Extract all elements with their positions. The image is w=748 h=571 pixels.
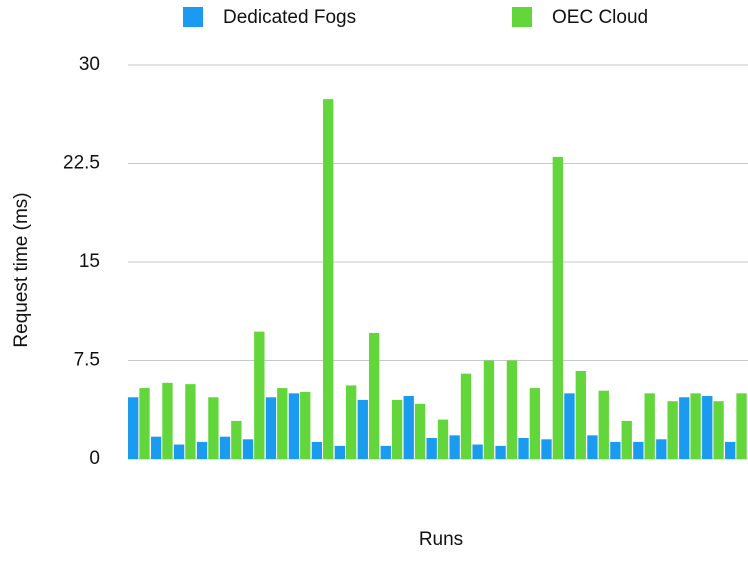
bar (185, 384, 196, 459)
y-tick-label: 0 (89, 448, 100, 469)
bar (621, 420, 632, 459)
bar (380, 445, 391, 459)
bar (196, 441, 208, 459)
bar (311, 441, 323, 459)
bar (552, 156, 563, 459)
bar (208, 397, 219, 459)
bar (391, 399, 403, 459)
bar (483, 360, 495, 459)
bar (403, 395, 414, 459)
bar (656, 439, 667, 459)
bar (667, 401, 678, 459)
bar (541, 439, 552, 459)
legend-swatch (512, 7, 532, 27)
bar (725, 441, 736, 459)
bar (598, 390, 609, 459)
y-tick-label: 7.5 (74, 350, 100, 371)
bar (460, 373, 472, 459)
bar (414, 403, 426, 459)
y-axis-label: Request time (ms) (11, 192, 32, 347)
y-tick-label: 30 (79, 54, 100, 75)
bar (334, 445, 345, 459)
bar (506, 360, 518, 459)
bar (323, 99, 334, 459)
bar (368, 332, 380, 459)
bar (277, 388, 288, 459)
bar (357, 399, 368, 459)
bar (449, 435, 460, 459)
bar (242, 439, 254, 459)
legend-label: Dedicated Fogs (223, 7, 356, 28)
bar (495, 445, 506, 459)
bar (139, 388, 150, 459)
x-axis-label: Runs (419, 529, 463, 550)
bar (713, 401, 724, 459)
bar (300, 392, 311, 459)
y-tick-label: 22.5 (63, 153, 100, 174)
bar (575, 371, 586, 459)
bar (128, 397, 139, 459)
y-tick-label: 15 (79, 251, 100, 272)
legend-swatch (183, 7, 203, 27)
bar (254, 331, 265, 459)
bar (426, 437, 437, 459)
bar (518, 437, 529, 459)
bar (564, 393, 575, 459)
bar (644, 393, 655, 459)
bar (610, 441, 621, 459)
bar (736, 393, 747, 459)
bar (587, 435, 598, 459)
bar (633, 441, 644, 459)
bar (150, 436, 162, 459)
bar (288, 393, 300, 459)
bar (679, 397, 690, 459)
bar (529, 388, 541, 459)
legend-label: OEC Cloud (552, 7, 648, 28)
bar (231, 420, 242, 459)
bar (173, 444, 185, 459)
bar (265, 397, 277, 459)
bar (346, 385, 357, 459)
bar (702, 395, 713, 459)
bar (472, 444, 483, 459)
bar (690, 393, 701, 459)
bar (437, 419, 449, 459)
bar (219, 436, 231, 459)
bar (162, 382, 173, 459)
